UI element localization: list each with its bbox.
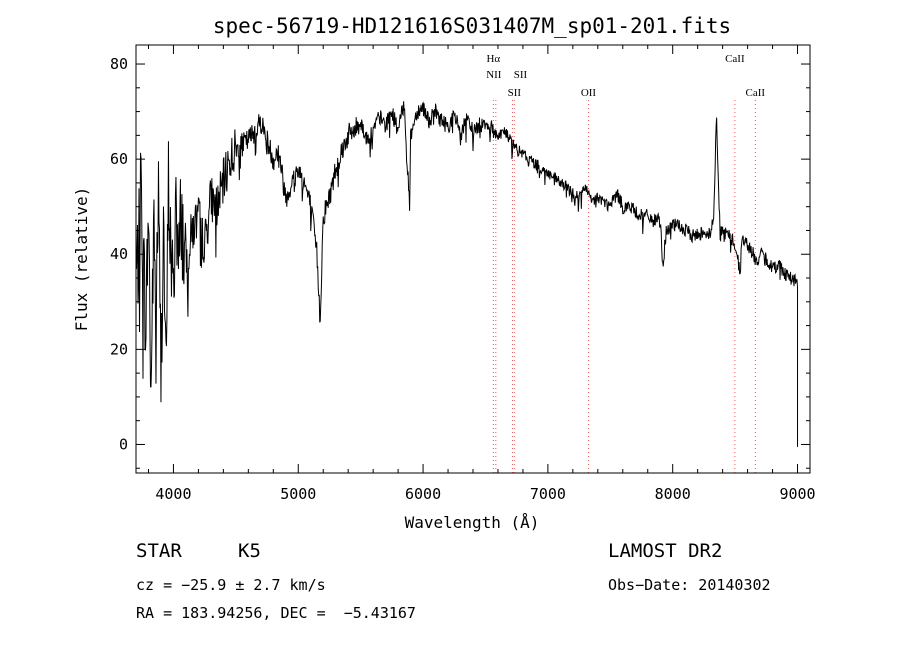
x-tick-label-5: 9000	[779, 485, 815, 503]
spectral-subclass: K5	[238, 540, 261, 562]
y-tick-label-0: 0	[119, 435, 128, 453]
line-label-3: SII	[508, 87, 522, 99]
redshift-text: cz = −25.9 ± 2.7 km/s	[136, 576, 326, 594]
y-axis-label: Flux (relative)	[72, 187, 91, 332]
line-label-1: NII	[486, 69, 502, 81]
x-tick-label-2: 6000	[405, 485, 441, 503]
emission-line-markers	[492, 100, 756, 473]
coordinates-text: RA = 183.94256, DEC = −5.43167	[136, 604, 416, 622]
observation-date: Obs−Date: 20140302	[608, 576, 771, 594]
spectrum-line	[135, 101, 799, 447]
line-label-4: OII	[581, 87, 597, 99]
x-tick-label-0: 4000	[155, 485, 191, 503]
x-tick-label-1: 5000	[280, 485, 316, 503]
line-label-5: CaII	[725, 53, 745, 65]
x-axis: 4000 5000 6000 7000 8000 9000	[147, 45, 816, 503]
emission-line-labels: Hα NII SII SII OII CaII CaII	[486, 53, 765, 99]
y-tick-label-3: 60	[110, 150, 128, 168]
x-tick-label-4: 8000	[655, 485, 691, 503]
y-axis: 0 20 40 60 80	[110, 55, 810, 469]
object-type: STAR	[136, 540, 182, 562]
line-label-6: CaII	[746, 87, 766, 99]
y-tick-label-4: 80	[110, 55, 128, 73]
line-label-0: Hα	[486, 53, 500, 65]
survey-name: LAMOST DR2	[608, 540, 723, 562]
plot-frame	[135, 44, 811, 474]
x-axis-label: Wavelength (Å)	[405, 513, 540, 532]
y-tick-label-1: 20	[110, 340, 128, 358]
y-tick-label-2: 40	[110, 245, 128, 263]
spectrum-series	[135, 101, 799, 447]
x-tick-label-3: 7000	[530, 485, 566, 503]
chart-title: spec-56719-HD121616S031407M_sp01-201.fit…	[213, 14, 731, 38]
line-label-2: SII	[514, 69, 528, 81]
